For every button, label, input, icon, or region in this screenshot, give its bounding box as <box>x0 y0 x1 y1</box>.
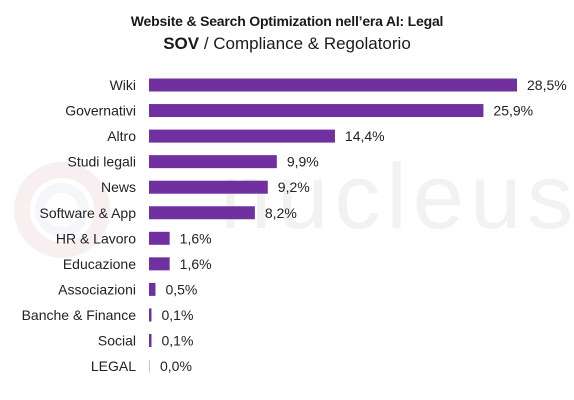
bar <box>149 308 152 322</box>
category-label: Social <box>98 333 136 349</box>
category-label: Governativi <box>65 103 136 119</box>
category-label: Banche & Finance <box>22 307 137 323</box>
bar <box>149 359 150 373</box>
bar <box>149 257 170 271</box>
bar <box>149 282 156 296</box>
category-label: LEGAL <box>91 358 136 374</box>
value-label: 28,5% <box>527 77 567 93</box>
chart-subtitle: SOV / Compliance & Regolatorio <box>0 34 574 54</box>
bar <box>149 206 255 220</box>
category-label: Associazioni <box>58 281 136 297</box>
bar <box>149 78 517 92</box>
value-label: 0,0% <box>160 358 192 374</box>
value-label: 8,2% <box>265 205 297 221</box>
category-label: Wiki <box>110 77 136 93</box>
category-label: Educazione <box>63 256 136 272</box>
category-label: Altro <box>107 128 136 144</box>
value-label: 9,2% <box>278 179 310 195</box>
category-label: News <box>101 179 136 195</box>
chart-title: Website & Search Optimization nell’era A… <box>130 13 444 29</box>
value-label: 25,9% <box>493 103 533 119</box>
bar <box>149 129 335 143</box>
value-label: 0,5% <box>165 281 197 297</box>
category-label: Studi legali <box>68 154 137 170</box>
value-label: 1,6% <box>180 256 212 272</box>
value-label: 1,6% <box>180 230 212 246</box>
bar <box>149 334 152 347</box>
subtitle-bold: SOV <box>163 34 200 53</box>
value-label: 14,4% <box>345 128 385 144</box>
value-label: 0,1% <box>162 333 194 349</box>
value-label: 9,9% <box>287 154 319 170</box>
bar <box>149 180 268 194</box>
bar <box>149 155 277 169</box>
subtitle-rest: / Compliance & Regolatorio <box>199 34 411 53</box>
value-label: 0,1% <box>162 307 194 323</box>
category-label: HR & Lavoro <box>56 230 136 246</box>
category-label: Software & App <box>39 205 136 221</box>
bar <box>149 104 484 118</box>
bar <box>149 231 170 245</box>
